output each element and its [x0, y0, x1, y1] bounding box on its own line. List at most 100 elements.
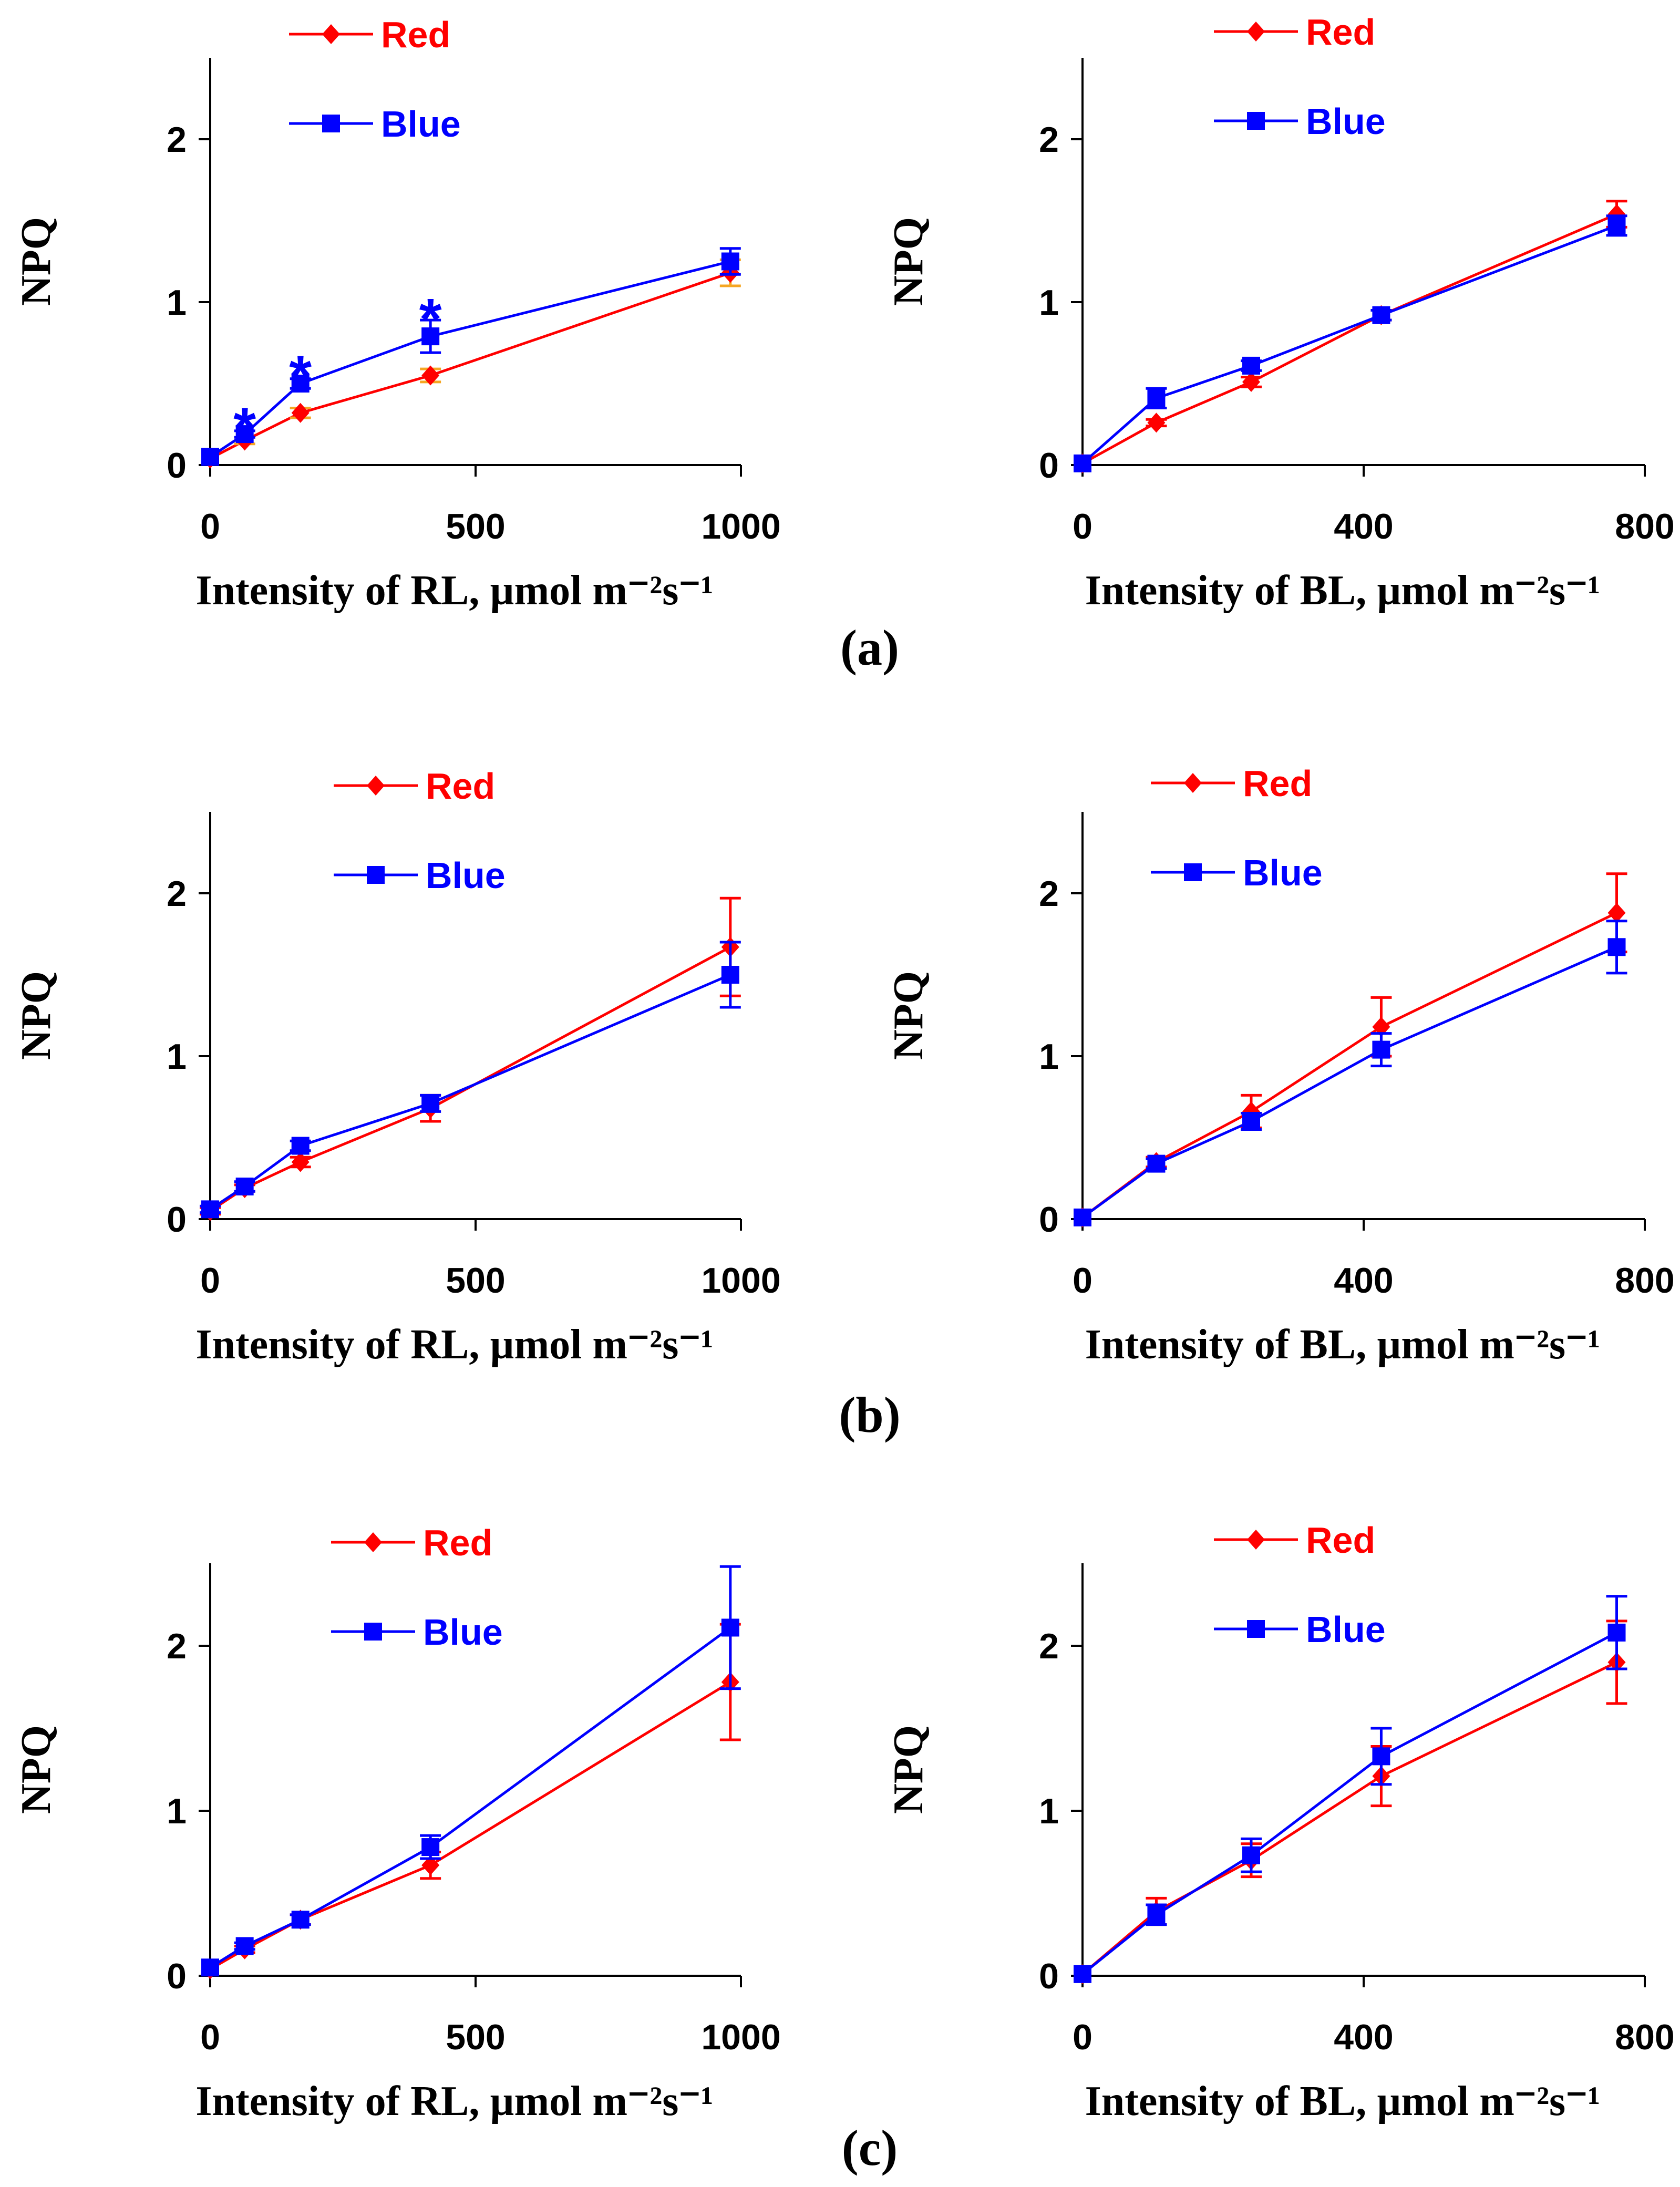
y-tick-label: 1 — [1039, 283, 1059, 323]
x-tick-label: 400 — [1334, 507, 1393, 546]
x-tick-label: 400 — [1334, 2017, 1393, 2057]
y-tick-label: 1 — [167, 1037, 187, 1077]
y-axis-title: NPQ — [13, 217, 59, 306]
x-tick-label: 0 — [1073, 2017, 1092, 2057]
legend-marker-square — [364, 1623, 382, 1641]
data-point-square — [721, 252, 739, 271]
legend: Red Blue — [1214, 1520, 1386, 1650]
series-line-blue — [1081, 224, 1617, 465]
data-point-diamond — [291, 1152, 310, 1172]
y-tick-label: 2 — [1039, 874, 1059, 914]
series-red — [1074, 1619, 1627, 1984]
y-axis-title: NPQ — [885, 1725, 932, 1814]
data-point-square — [235, 1178, 254, 1195]
legend-marker-diamond — [1184, 773, 1202, 793]
y-tick-label: 2 — [1039, 120, 1059, 160]
data-point-square — [235, 425, 254, 443]
chart-c-right: 0 1 2 0 400 800 NPQ Intensity of BL, µmol m⁻²s⁻… — [885, 1520, 1675, 2124]
legend-label-red: Red — [423, 1522, 492, 1563]
data-point-square — [721, 966, 739, 984]
data-point-square — [421, 327, 440, 346]
legend: Red Blue — [289, 14, 461, 145]
legend-label-red: Red — [426, 766, 495, 807]
y-tick-label: 0 — [1039, 1956, 1059, 1996]
x-tick-label: 1000 — [701, 1261, 780, 1301]
legend: Red Blue — [334, 766, 506, 896]
series-line-blue — [209, 1626, 731, 1969]
data-point-square — [291, 375, 310, 393]
data-point-diamond — [1607, 903, 1626, 923]
data-point-square — [1074, 1208, 1091, 1226]
series-line-red — [209, 946, 731, 1212]
data-point-square — [1242, 1846, 1260, 1864]
legend-marker-square — [322, 115, 340, 132]
x-axis-title: Intensity of RL, µmol m⁻²s⁻¹ — [195, 1322, 713, 1368]
x-tick-label: 0 — [200, 507, 220, 546]
y-tick-label: 0 — [167, 1956, 187, 1996]
data-point-square — [1147, 389, 1166, 407]
y-tick-label: 1 — [167, 283, 187, 323]
legend-label-red: Red — [1306, 1520, 1375, 1561]
legend-label-red: Red — [381, 14, 450, 55]
y-tick-label: 0 — [167, 446, 187, 486]
x-tick-label: 1000 — [701, 507, 780, 546]
data-point-square — [201, 1958, 219, 1977]
y-axis-title: NPQ — [13, 971, 59, 1060]
series-blue — [200, 941, 741, 1219]
legend-label-blue: Blue — [381, 104, 461, 145]
x-axis-title: Intensity of BL, µmol m⁻²s⁻¹ — [1085, 2078, 1601, 2124]
data-point-square — [1607, 938, 1626, 956]
y-tick-label: 0 — [167, 1200, 187, 1240]
y-tick-label: 1 — [167, 1791, 187, 1831]
data-point-square — [1242, 1112, 1260, 1130]
legend-label-blue: Blue — [1306, 1609, 1386, 1650]
x-tick-label: 500 — [446, 507, 505, 546]
series-blue — [1074, 1595, 1627, 1983]
chart-a-right: 0 1 2 0 400 800 NPQ Intensity of BL, µmol m⁻²s⁻… — [885, 12, 1675, 614]
data-point-square — [1147, 1905, 1166, 1924]
x-tick-label: 0 — [200, 2017, 220, 2057]
data-point-square — [1242, 356, 1260, 375]
data-point-square — [201, 448, 219, 466]
chart-a-left: 0 1 2 0 500 1000 NPQ Intensity of RL, µmol m⁻²s… — [13, 14, 781, 614]
legend-label-red: Red — [1306, 12, 1375, 53]
x-tick-label: 800 — [1615, 507, 1674, 546]
data-point-square — [1147, 1154, 1166, 1173]
legend: Red Blue — [331, 1522, 503, 1653]
data-point-square — [1074, 454, 1091, 472]
panel-label-c: (c) — [842, 2120, 898, 2176]
y-tick-label: 0 — [1039, 1200, 1059, 1240]
legend-marker-square — [1184, 863, 1202, 881]
y-tick-label: 1 — [1039, 1037, 1059, 1077]
series-red — [200, 896, 741, 1221]
x-tick-label: 800 — [1615, 2017, 1674, 2057]
data-point-square — [1372, 1040, 1390, 1059]
y-tick-label: 2 — [1039, 1626, 1059, 1666]
x-tick-label: 500 — [446, 2017, 505, 2057]
legend-marker-square — [367, 866, 385, 884]
legend: Red Blue — [1214, 12, 1386, 142]
series-red — [201, 258, 741, 469]
legend-label-blue: Blue — [426, 855, 506, 896]
legend-marker-diamond — [364, 1532, 382, 1552]
legend-marker-diamond — [322, 24, 340, 44]
data-point-square — [1372, 1747, 1390, 1766]
data-point-square — [291, 1911, 310, 1929]
chart-b-left: 0 1 2 0 500 1000 NPQ Intensity of RL, µmol m⁻²s… — [13, 766, 781, 1368]
series-line-blue — [1081, 946, 1617, 1219]
legend-marker-square — [1247, 1620, 1265, 1638]
x-axis-title: Intensity of RL, µmol m⁻²s⁻¹ — [195, 2078, 713, 2124]
x-tick-label: 0 — [200, 1261, 220, 1301]
chart-b-right: 0 1 2 0 400 800 NPQ Intensity of BL, µmol m⁻²s⁻… — [885, 763, 1675, 1368]
legend-label-red: Red — [1243, 763, 1312, 804]
x-axis-title: Intensity of BL, µmol m⁻²s⁻¹ — [1085, 568, 1601, 614]
data-point-square — [1607, 216, 1626, 235]
data-point-square — [291, 1137, 310, 1155]
data-point-diamond — [1242, 372, 1260, 392]
significance-star: * — [419, 287, 442, 352]
data-point-square — [1607, 1623, 1626, 1642]
significance-star: * — [289, 344, 312, 408]
chart-c-left: 0 1 2 0 500 1000 NPQ Intensity of RL, µmol m⁻²s… — [13, 1522, 781, 2124]
